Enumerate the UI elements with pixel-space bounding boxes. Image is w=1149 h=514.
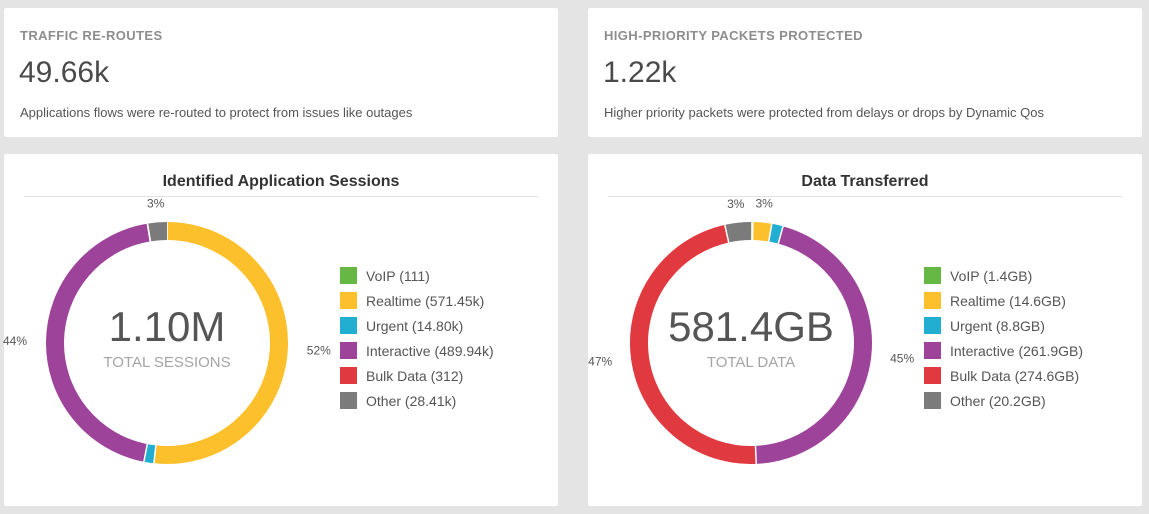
legend-swatch bbox=[924, 367, 941, 384]
legend-label: Other (20.2GB) bbox=[950, 392, 1046, 409]
legend-item-other[interactable]: Other (28.41k) bbox=[340, 388, 494, 413]
center-value: 1.10M bbox=[109, 303, 226, 350]
chart-title: Data Transferred bbox=[608, 173, 1122, 197]
slice-urgent[interactable] bbox=[143, 444, 156, 464]
sessions-legend: VoIP (111) Realtime (571.45k) Urgent (14.8… bbox=[340, 263, 494, 413]
traffic-reroutes-card: TRAFFIC RE-ROUTES 49.66k Applications fl… bbox=[4, 8, 558, 137]
stat-value: 1.22k bbox=[603, 56, 677, 89]
legend-item-realtime[interactable]: Realtime (571.45k) bbox=[340, 288, 494, 313]
legend-label: VoIP (1.4GB) bbox=[950, 267, 1033, 284]
stat-title: HIGH-PRIORITY PACKETS PROTECTED bbox=[604, 28, 863, 43]
legend-label: Bulk Data (274.6GB) bbox=[950, 367, 1080, 384]
legend-swatch bbox=[340, 392, 357, 409]
slice-label-interactive: 45% bbox=[890, 352, 914, 366]
legend-item-interactive[interactable]: Interactive (261.9GB) bbox=[924, 338, 1083, 363]
legend-item-interactive[interactable]: Interactive (489.94k) bbox=[340, 338, 494, 363]
application-sessions-card: Identified Application Sessions 52% 44% 3%… bbox=[3, 154, 558, 506]
legend-label: Interactive (489.94k) bbox=[366, 342, 494, 359]
stat-description: Applications flows were re-routed to pro… bbox=[20, 105, 413, 120]
slice-other[interactable] bbox=[147, 222, 168, 242]
legend-label: Urgent (14.80k) bbox=[366, 317, 464, 334]
data-transferred-legend: VoIP (1.4GB) Realtime (14.6GB) Urgent (8.8… bbox=[924, 263, 1083, 413]
legend-item-urgent[interactable]: Urgent (8.8GB) bbox=[924, 313, 1083, 338]
slice-separator bbox=[152, 436, 158, 473]
slice-label-other: 3% bbox=[147, 196, 165, 210]
slice-label-bulk-data: 47% bbox=[588, 354, 612, 368]
slice-separator bbox=[775, 217, 787, 253]
slice-realtime[interactable] bbox=[752, 222, 772, 242]
slice-bulk-data[interactable] bbox=[630, 224, 757, 464]
slice-separator bbox=[722, 215, 732, 252]
legend-swatch bbox=[924, 317, 941, 334]
legend-swatch bbox=[340, 317, 357, 334]
legend-swatch bbox=[340, 367, 357, 384]
slice-realtime[interactable] bbox=[153, 222, 288, 464]
legend-swatch bbox=[340, 267, 357, 284]
legend-swatch bbox=[340, 292, 357, 309]
slice-urgent[interactable] bbox=[768, 223, 784, 244]
legend-item-bulk-data[interactable]: Bulk Data (274.6GB) bbox=[924, 363, 1083, 388]
slice-separator bbox=[766, 214, 775, 251]
slice-separator bbox=[754, 436, 758, 473]
legend-item-realtime[interactable]: Realtime (14.6GB) bbox=[924, 288, 1083, 313]
legend-label: VoIP (111) bbox=[366, 267, 430, 284]
stat-title: TRAFFIC RE-ROUTES bbox=[20, 28, 163, 43]
legend-item-other[interactable]: Other (20.2GB) bbox=[924, 388, 1083, 413]
legend-item-urgent[interactable]: Urgent (14.80k) bbox=[340, 313, 494, 338]
slice-label-interactive: 44% bbox=[3, 334, 27, 348]
chart-title: Identified Application Sessions bbox=[24, 173, 538, 197]
slice-label-realtime: 3% bbox=[755, 197, 773, 211]
legend-label: Interactive (261.9GB) bbox=[950, 342, 1084, 359]
legend-label: Realtime (571.45k) bbox=[366, 292, 485, 309]
slice-separator bbox=[141, 435, 150, 471]
slice-separator bbox=[751, 213, 754, 250]
legend-label: Bulk Data (312) bbox=[366, 367, 464, 384]
stat-value: 49.66k bbox=[19, 56, 110, 89]
legend-swatch bbox=[340, 342, 357, 359]
legend-item-bulk-data[interactable]: Bulk Data (312) bbox=[340, 363, 494, 388]
legend-swatch bbox=[924, 392, 941, 409]
slice-interactive[interactable] bbox=[755, 226, 872, 464]
legend-swatch bbox=[924, 267, 941, 284]
legend-item-voip[interactable]: VoIP (1.4GB) bbox=[924, 263, 1083, 288]
legend-swatch bbox=[924, 342, 941, 359]
slice-other[interactable] bbox=[724, 222, 752, 243]
legend-label: Other (28.41k) bbox=[366, 392, 457, 409]
data-transferred-donut-chart: 3% 45% 47% 3% 581.4GB TOTAL DATA bbox=[588, 197, 914, 473]
legend-label: Realtime (14.6GB) bbox=[950, 292, 1066, 309]
sessions-donut-chart: 52% 44% 3% 1.10M TOTAL SESSIONS bbox=[3, 196, 331, 473]
slice-label-realtime: 52% bbox=[307, 344, 331, 358]
stat-description: Higher priority packets were protected f… bbox=[604, 105, 1045, 120]
data-transferred-card: Data Transferred 3% 45% 47% 3% 581.4GB TOTAL … bbox=[588, 154, 1142, 506]
legend-item-voip[interactable]: VoIP (111) bbox=[340, 263, 494, 288]
high-priority-packets-card: HIGH-PRIORITY PACKETS PROTECTED 1.22k Hi… bbox=[588, 8, 1142, 137]
slice-interactive[interactable] bbox=[46, 223, 151, 462]
legend-label: Urgent (8.8GB) bbox=[950, 317, 1045, 334]
center-label: TOTAL DATA bbox=[707, 354, 795, 371]
center-value: 581.4GB bbox=[668, 303, 834, 350]
slice-label-other: 3% bbox=[727, 197, 745, 211]
center-label: TOTAL SESSIONS bbox=[103, 354, 230, 371]
slice-separator bbox=[145, 214, 153, 251]
legend-swatch bbox=[924, 292, 941, 309]
